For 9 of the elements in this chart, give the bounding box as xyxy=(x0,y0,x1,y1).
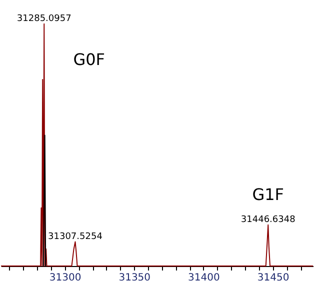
x-tick-label: 31300 xyxy=(49,272,82,284)
annotation: 31285.0957 xyxy=(16,14,72,24)
x-tick-label: 31400 xyxy=(188,272,220,284)
annotation: G1F xyxy=(252,184,284,204)
annotation: 31446.6348 xyxy=(240,214,296,225)
annotation: 31307.5254 xyxy=(48,232,103,242)
x-tick-label: 31450 xyxy=(257,272,290,284)
annotation: G0F xyxy=(73,50,106,69)
x-tick-label: 31350 xyxy=(118,272,151,284)
